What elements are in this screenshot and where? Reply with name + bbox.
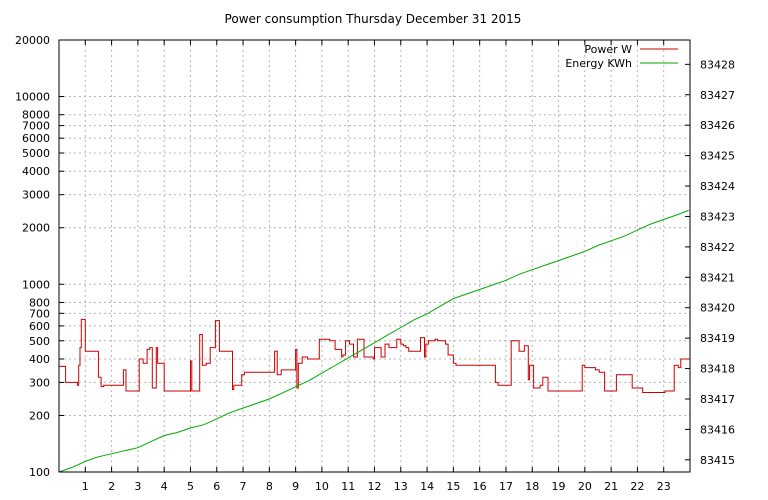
y-tick-label: 7000 — [22, 120, 50, 133]
x-tick-label: 8 — [266, 480, 273, 493]
x-tick-label: 14 — [420, 480, 434, 493]
y2-tick-label: 83426 — [700, 119, 735, 132]
y-tick-label: 5000 — [22, 147, 50, 160]
y2-tick-label: 83423 — [700, 210, 735, 223]
y-tick-label: 500 — [29, 335, 50, 348]
tick-layer: 1 2 3 4 5 6 7 8 9 10 11 12 13 14 15 16 17 18 19 20 21 22 23100… — [15, 34, 735, 493]
chart-title: Power consumption Thursday December 31 2… — [225, 12, 522, 26]
x-tick-label: 16 — [473, 480, 487, 493]
y2-tick-label: 83418 — [700, 363, 735, 376]
y-tick-label: 200 — [29, 409, 50, 422]
x-tick-label: 7 — [240, 480, 247, 493]
y-tick-label: 20000 — [15, 34, 50, 47]
y2-tick-label: 83421 — [700, 271, 735, 284]
legend-label-energy: Energy KWh — [565, 57, 632, 70]
y-tick-label: 300 — [29, 376, 50, 389]
y-tick-label: 8000 — [22, 109, 50, 122]
grid — [59, 39, 690, 473]
legend-label-power: Power W — [584, 43, 632, 56]
x-tick-label: 11 — [341, 480, 355, 493]
y-tick-label: 2000 — [22, 222, 50, 235]
y2-tick-label: 83415 — [700, 454, 735, 467]
x-tick-label: 22 — [630, 480, 644, 493]
x-tick-label: 19 — [552, 480, 566, 493]
x-tick-label: 4 — [161, 480, 168, 493]
y2-tick-label: 83420 — [700, 302, 735, 315]
x-tick-label: 17 — [499, 480, 513, 493]
y-tick-label: 6000 — [22, 132, 50, 145]
x-tick-label: 15 — [446, 480, 460, 493]
x-tick-label: 2 — [108, 480, 115, 493]
y-tick-label: 800 — [29, 296, 50, 309]
y2-tick-label: 83425 — [700, 150, 735, 163]
x-tick-label: 5 — [187, 480, 194, 493]
y-tick-label: 700 — [29, 307, 50, 320]
y-tick-label: 600 — [29, 320, 50, 333]
x-tick-label: 6 — [213, 480, 220, 493]
y2-tick-label: 83424 — [700, 180, 735, 193]
legend: Power W Energy KWh — [565, 43, 678, 70]
y2-tick-label: 83419 — [700, 332, 735, 345]
x-tick-label: 23 — [657, 480, 671, 493]
x-tick-label: 9 — [292, 480, 299, 493]
y-tick-label: 4000 — [22, 165, 50, 178]
y2-tick-label: 83417 — [700, 393, 735, 406]
x-tick-label: 1 — [82, 480, 89, 493]
x-tick-label: 13 — [394, 480, 408, 493]
y-tick-label: 10000 — [15, 91, 50, 104]
y2-tick-label: 83422 — [700, 241, 735, 254]
y-tick-label: 3000 — [22, 189, 50, 202]
x-tick-label: 3 — [134, 480, 141, 493]
y-tick-label: 400 — [29, 353, 50, 366]
y2-tick-label: 83416 — [700, 423, 735, 436]
x-tick-label: 20 — [578, 480, 592, 493]
y-tick-label: 1000 — [22, 278, 50, 291]
x-tick-label: 18 — [525, 480, 539, 493]
x-tick-label: 21 — [604, 480, 618, 493]
y2-tick-label: 83427 — [700, 89, 735, 102]
x-tick-label: 12 — [368, 480, 382, 493]
x-tick-label: 10 — [315, 480, 329, 493]
y2-tick-label: 83428 — [700, 58, 735, 71]
series-layer — [58, 209, 690, 473]
series-line-energy — [58, 209, 689, 473]
y-tick-label: 100 — [29, 466, 50, 479]
series-line-power — [59, 318, 690, 393]
